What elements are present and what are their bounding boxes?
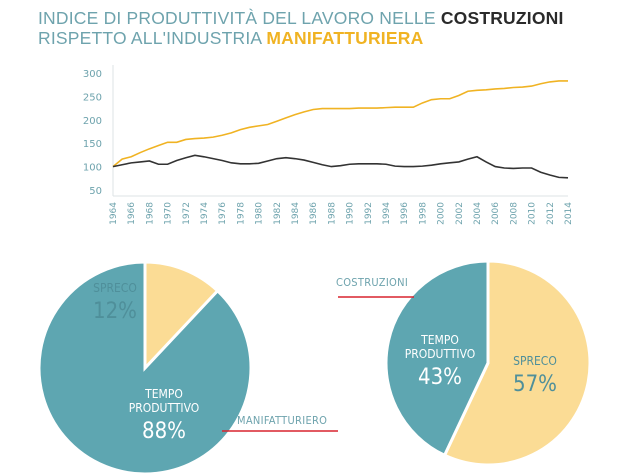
y-tick-label: 200 [83,116,102,127]
series-line-manifatturiera [112,80,568,168]
pie-name-manifatturiero: MANIFATTURIERO [237,414,327,427]
x-tick-label: 1966 [127,202,137,225]
chart-title: INDICE DI PRODUTTIVITÀ DEL LAVORO NELLE … [38,8,564,48]
x-tick-label: 2000 [437,202,447,225]
x-tick-label: 2006 [491,202,501,225]
title-manifatturiera: MANIFATTURIERA [266,28,424,48]
slice-label: PRODUTTIVO [405,347,476,361]
pie-name-costruzioni: COSTRUZIONI [336,276,408,289]
x-tick-label: 1970 [164,202,174,225]
x-tick-label: 1978 [236,202,246,225]
x-tick-label: 1984 [291,202,301,225]
slice-percent: 12% [93,299,137,324]
x-tick-label: 2014 [564,202,574,225]
x-tick-label: 2008 [509,202,519,225]
x-tick-label: 1994 [382,202,392,225]
line-chart: 300 250 200 150 100 50 1964 1966 1968 1970 1972 197… [83,65,574,225]
y-tick-label: 300 [83,69,102,80]
x-tick-label: 1996 [400,202,410,225]
slice-percent: 57% [513,372,557,397]
y-tick-label: 50 [89,186,102,197]
x-tick-label: 2012 [546,202,556,225]
y-tick-label: 150 [83,139,102,150]
x-tick-label: 2004 [473,202,483,225]
x-tick-label: 2002 [455,202,465,225]
x-tick-label: 1980 [255,202,265,225]
slice-label: SPRECO [513,354,557,368]
x-tick-label: 1974 [200,202,210,225]
slice-label: PRODUTTIVO [129,401,200,415]
y-tick-label: 250 [83,92,102,103]
x-tick-label: 1976 [218,202,228,225]
x-tick-label: 1968 [145,202,155,225]
title-costruzioni: COSTRUZIONI [440,8,564,28]
x-tick-label: 1988 [327,202,337,225]
series-line-costruzioni [112,154,569,179]
slice-label: TEMPO [144,387,183,401]
slice-percent: 43% [418,365,462,390]
x-tick-label: 1964 [109,202,119,225]
x-tick-label: 1992 [364,202,374,225]
y-tick-label: 100 [83,163,102,174]
x-tick-label: 1972 [182,202,192,225]
x-tick-label: 1998 [418,202,428,225]
title-line2: RISPETTO ALL'INDUSTRIA [38,28,267,48]
slice-percent: 88% [142,419,186,444]
pie-slice-tempo-produttivo [384,259,490,458]
slice-label: TEMPO [420,333,459,347]
x-tick-label: 1990 [346,202,356,225]
pie-slice-spreco [143,260,220,372]
slice-label: SPRECO [93,281,137,295]
pie-slice-spreco [442,259,592,467]
title-line1: INDICE DI PRODUTTIVITÀ DEL LAVORO NELLE [38,8,441,28]
x-tick-label: 1986 [309,202,319,225]
x-tick-label: 2010 [528,202,538,225]
x-tick-label: 1982 [273,202,283,225]
pie-slice-tempo-produttivo [37,260,253,473]
